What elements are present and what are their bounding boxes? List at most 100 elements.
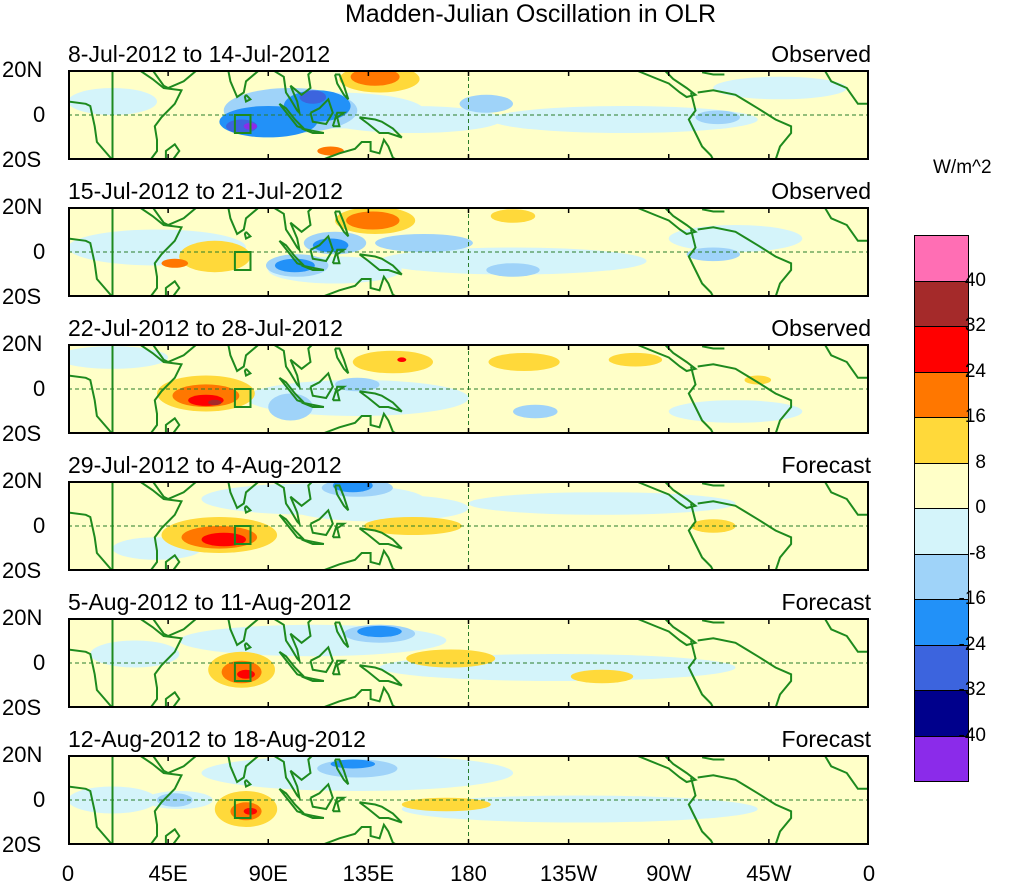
anomaly-contour [459, 94, 513, 113]
y-tick-label: 20S [2, 147, 42, 172]
olr-map-panel [68, 70, 869, 160]
coastline [701, 71, 725, 76]
coastline [214, 70, 261, 99]
coastline [334, 758, 350, 785]
coastline [214, 481, 261, 510]
colorbar [914, 235, 970, 782]
anomaly-contour [332, 481, 373, 493]
coastline [331, 248, 348, 265]
coastline [697, 89, 793, 160]
colorbar-level-label: -8 [969, 542, 986, 564]
anomaly-contour [274, 258, 315, 273]
y-tick-label: 20N [2, 605, 43, 630]
coastline [309, 645, 334, 674]
anomaly-contour [179, 240, 251, 273]
anomaly-contour [390, 133, 525, 151]
coastline [331, 659, 348, 676]
coastline [272, 755, 314, 801]
coastline [164, 279, 181, 297]
colorbar-box [914, 690, 969, 737]
colorbar-level-label: -40 [958, 724, 986, 746]
coastline [243, 642, 253, 651]
coastline [687, 640, 715, 708]
coastline [697, 363, 793, 434]
coastline [331, 385, 348, 402]
coastline [138, 755, 184, 845]
coastline [214, 755, 261, 784]
anomaly-contour [668, 400, 803, 423]
x-tick-label: 45E [148, 861, 188, 886]
index-box [233, 251, 252, 271]
coastline [151, 618, 198, 638]
index-box [233, 662, 252, 682]
anomaly-contour [406, 649, 496, 668]
coastline [243, 94, 253, 103]
coastline [687, 92, 715, 160]
colorbar-level-label: -32 [958, 679, 986, 700]
coastline [272, 207, 314, 253]
anomaly-contour [352, 350, 433, 374]
x-tick-label: 0 [61, 861, 75, 886]
index-box [233, 388, 252, 408]
coastline [697, 226, 793, 297]
colorbar-level-label: 8 [975, 451, 986, 473]
coastline [823, 755, 869, 790]
coastline [138, 70, 184, 160]
coastline [358, 390, 403, 413]
coastline [358, 116, 403, 139]
y-tick-label: 20S [2, 284, 42, 309]
anomaly-contour [570, 669, 634, 684]
coastline [309, 234, 334, 263]
coastline [358, 253, 403, 276]
coastline [635, 618, 698, 647]
coastline [321, 137, 398, 160]
coastline [635, 755, 698, 784]
coastline [701, 345, 725, 350]
anomaly-contour [226, 119, 258, 134]
coastline [334, 484, 350, 511]
coastline [358, 527, 403, 550]
coastline [164, 827, 181, 845]
coastline [68, 755, 114, 845]
anomaly-contour [335, 377, 380, 392]
x-tick-label: 180 [450, 861, 487, 886]
coastline [243, 505, 253, 514]
olr-map-panel [68, 207, 869, 297]
anomaly-contour [513, 404, 558, 419]
olr-map-panel [68, 344, 869, 434]
anomaly-contour [237, 669, 255, 679]
colorbar-box [914, 508, 969, 555]
colorbar-box [914, 462, 969, 509]
y-tick-label: 0 [33, 239, 46, 264]
anomaly-contour [668, 225, 803, 252]
coastline [334, 621, 350, 648]
coastline [687, 777, 715, 845]
panel-kind-label: Forecast [781, 726, 871, 752]
x-tick-label: 135W [539, 861, 598, 886]
coastline [164, 142, 181, 160]
anomaly-contour [490, 209, 536, 223]
coastline [243, 779, 253, 788]
coastline [151, 70, 198, 90]
anomaly-contour [161, 258, 189, 268]
x-tick-label: 90W [646, 861, 692, 886]
coastline [214, 618, 261, 647]
colorbar-level-label: 0 [975, 497, 986, 518]
coastline [697, 637, 793, 708]
y-tick-label: 0 [33, 102, 46, 127]
coastline [321, 548, 398, 571]
coastline [331, 111, 348, 128]
coastline [272, 618, 314, 664]
colorbar-units: W/m^2 [933, 157, 992, 178]
coastline [701, 619, 725, 624]
coastline [138, 618, 184, 708]
coastline [635, 207, 698, 236]
coastline [701, 756, 725, 761]
anomaly-contour [299, 90, 327, 104]
x-tick-label: 90E [248, 861, 288, 886]
index-box [233, 799, 252, 819]
anomaly-contour [401, 795, 758, 823]
coastline [309, 782, 334, 811]
coastline [701, 482, 725, 487]
coastline [321, 685, 398, 708]
